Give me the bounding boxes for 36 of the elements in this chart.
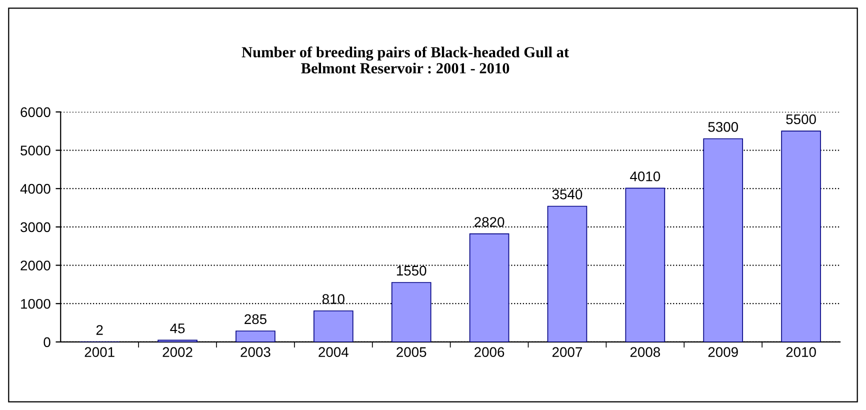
y-tick-label: 5000 xyxy=(20,146,50,156)
data-label: 1550 xyxy=(396,266,426,276)
data-label: 2 xyxy=(96,325,103,335)
chart-title: Number of breeding pairs of Black-headed Gull at Belmont Reservoir : 2001 - 2010 xyxy=(242,46,569,74)
bar xyxy=(236,330,276,342)
data-label: 45 xyxy=(170,324,185,334)
x-tick-label: 2003 xyxy=(240,347,270,358)
data-label: 2820 xyxy=(474,217,504,227)
bar xyxy=(469,233,510,342)
x-tick-label: 2006 xyxy=(474,347,504,358)
data-label: 810 xyxy=(322,294,344,304)
data-label: 5500 xyxy=(786,114,816,124)
y-tick-label: 2000 xyxy=(20,260,50,270)
y-tick-label: 1000 xyxy=(21,298,50,309)
data-label: 3540 xyxy=(552,189,582,200)
data-label: 4010 xyxy=(630,171,660,182)
bar xyxy=(547,206,588,342)
bar xyxy=(781,130,821,342)
bar xyxy=(625,188,666,342)
x-tick-label: 2001 xyxy=(84,347,114,358)
data-label: 285 xyxy=(244,314,266,324)
y-tick-label: 6000 xyxy=(20,107,50,118)
data-label: 5300 xyxy=(708,122,738,132)
x-tick-label: 2007 xyxy=(552,347,582,358)
x-tick-label: 2009 xyxy=(708,347,738,358)
x-tick-label: 2010 xyxy=(786,347,816,358)
x-tick-label: 2004 xyxy=(318,347,348,358)
x-tick-label: 2002 xyxy=(162,347,192,358)
y-tick-label: 3000 xyxy=(20,222,50,232)
bar xyxy=(391,282,432,342)
bar xyxy=(703,138,744,342)
x-tick-label: 2008 xyxy=(630,347,660,358)
x-tick-label: 2005 xyxy=(396,347,426,358)
bar xyxy=(314,310,354,342)
y-tick-label: 0 xyxy=(44,337,50,348)
y-tick-label: 4000 xyxy=(20,184,50,194)
